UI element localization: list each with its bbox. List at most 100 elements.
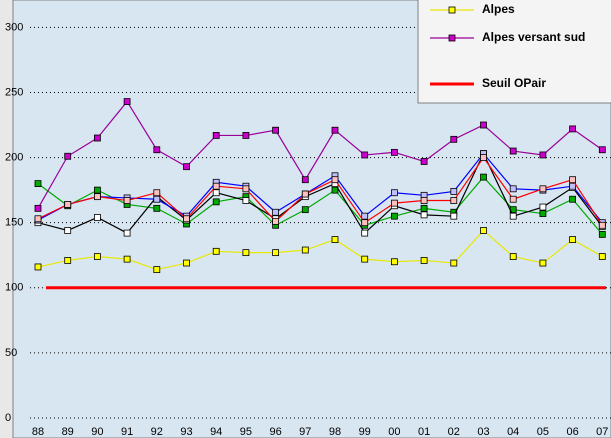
- x-tick-label: 02: [448, 426, 460, 438]
- point-marker: [123, 229, 131, 237]
- point-marker: [450, 212, 458, 220]
- point-marker: [94, 193, 101, 201]
- point-marker: [420, 197, 428, 204]
- point-marker: [94, 134, 101, 142]
- point-marker: [539, 259, 547, 267]
- point-marker: [331, 186, 339, 194]
- point-marker: [123, 98, 131, 105]
- x-tick-label: 88: [32, 426, 44, 438]
- point-marker: [331, 126, 339, 134]
- x-tick-label: 92: [151, 426, 163, 438]
- point-marker: [361, 255, 369, 263]
- y-tick-label: 0: [5, 412, 11, 424]
- point-marker: [569, 176, 576, 184]
- point-marker: [509, 253, 517, 260]
- point-marker: [390, 212, 398, 220]
- point-marker: [480, 121, 487, 129]
- point-marker: [212, 132, 220, 139]
- point-marker: [34, 263, 42, 271]
- point-marker: [450, 188, 458, 195]
- x-tick-label: 96: [269, 426, 281, 438]
- point-marker: [450, 135, 458, 143]
- point-marker: [361, 212, 369, 220]
- series-line: [37, 229, 603, 271]
- x-tick-label: 04: [507, 426, 519, 438]
- point-marker: [509, 147, 517, 155]
- x-tick-label: 01: [418, 426, 430, 438]
- point-marker: [569, 125, 576, 133]
- point-marker: [598, 253, 606, 260]
- point-marker: [361, 151, 369, 159]
- point-marker: [390, 148, 398, 156]
- y-tick-label: 100: [5, 282, 23, 294]
- point-marker: [94, 253, 101, 260]
- legend-marker: [448, 6, 456, 14]
- series-line: [37, 156, 603, 226]
- point-marker: [153, 204, 161, 212]
- y-tick-label: 150: [5, 217, 23, 229]
- y-tick-label: 300: [5, 21, 23, 33]
- point-marker: [272, 208, 280, 216]
- point-marker: [94, 186, 101, 194]
- x-tick-label: 95: [240, 426, 252, 438]
- x-tick-label: 91: [121, 426, 133, 438]
- point-marker: [480, 154, 487, 161]
- legend-box: [417, 0, 611, 104]
- point-marker: [242, 197, 250, 204]
- y-tick-label: 200: [5, 151, 23, 163]
- point-marker: [420, 211, 428, 219]
- point-marker: [480, 227, 487, 234]
- y-tick-label: 250: [5, 86, 23, 98]
- x-tick-label: 93: [180, 426, 192, 438]
- series-line: [37, 100, 603, 209]
- point-marker: [361, 229, 369, 237]
- point-marker: [64, 227, 72, 234]
- point-marker: [212, 198, 220, 206]
- point-marker: [420, 204, 428, 212]
- point-marker: [598, 230, 606, 238]
- point-marker: [34, 180, 42, 188]
- x-tick-label: 97: [299, 426, 311, 438]
- point-marker: [509, 212, 517, 220]
- point-marker: [569, 182, 576, 190]
- point-marker: [153, 195, 161, 203]
- point-marker: [420, 158, 428, 165]
- x-tick-label: 98: [329, 426, 341, 438]
- point-marker: [183, 259, 190, 267]
- point-marker: [123, 255, 131, 263]
- legend-marker: [448, 34, 456, 42]
- point-marker: [301, 206, 309, 214]
- point-marker: [569, 195, 576, 203]
- point-marker: [64, 201, 72, 208]
- point-marker: [242, 185, 250, 193]
- x-tick-label: 94: [210, 426, 222, 438]
- point-marker: [480, 173, 487, 181]
- point-marker: [242, 132, 250, 139]
- point-marker: [301, 176, 309, 184]
- point-marker: [212, 182, 220, 190]
- point-marker: [331, 236, 339, 244]
- x-tick-label: 90: [91, 426, 103, 438]
- point-marker: [64, 257, 72, 264]
- y-tick-label: 50: [5, 347, 17, 359]
- point-marker: [183, 215, 190, 223]
- point-marker: [34, 215, 42, 223]
- point-marker: [272, 249, 280, 257]
- point-marker: [420, 257, 428, 264]
- point-marker: [598, 146, 606, 154]
- point-marker: [272, 217, 280, 225]
- point-marker: [123, 197, 131, 204]
- point-marker: [331, 176, 339, 184]
- point-marker: [212, 189, 220, 197]
- x-tick-label: 03: [477, 426, 489, 438]
- point-marker: [450, 259, 458, 267]
- x-tick-label: 06: [566, 426, 578, 438]
- x-tick-label: 89: [62, 426, 74, 438]
- point-marker: [242, 249, 250, 257]
- series-line: [37, 152, 603, 235]
- point-marker: [539, 151, 547, 159]
- legend-label: Alpes: [482, 2, 515, 16]
- point-marker: [390, 199, 398, 207]
- point-marker: [509, 195, 517, 203]
